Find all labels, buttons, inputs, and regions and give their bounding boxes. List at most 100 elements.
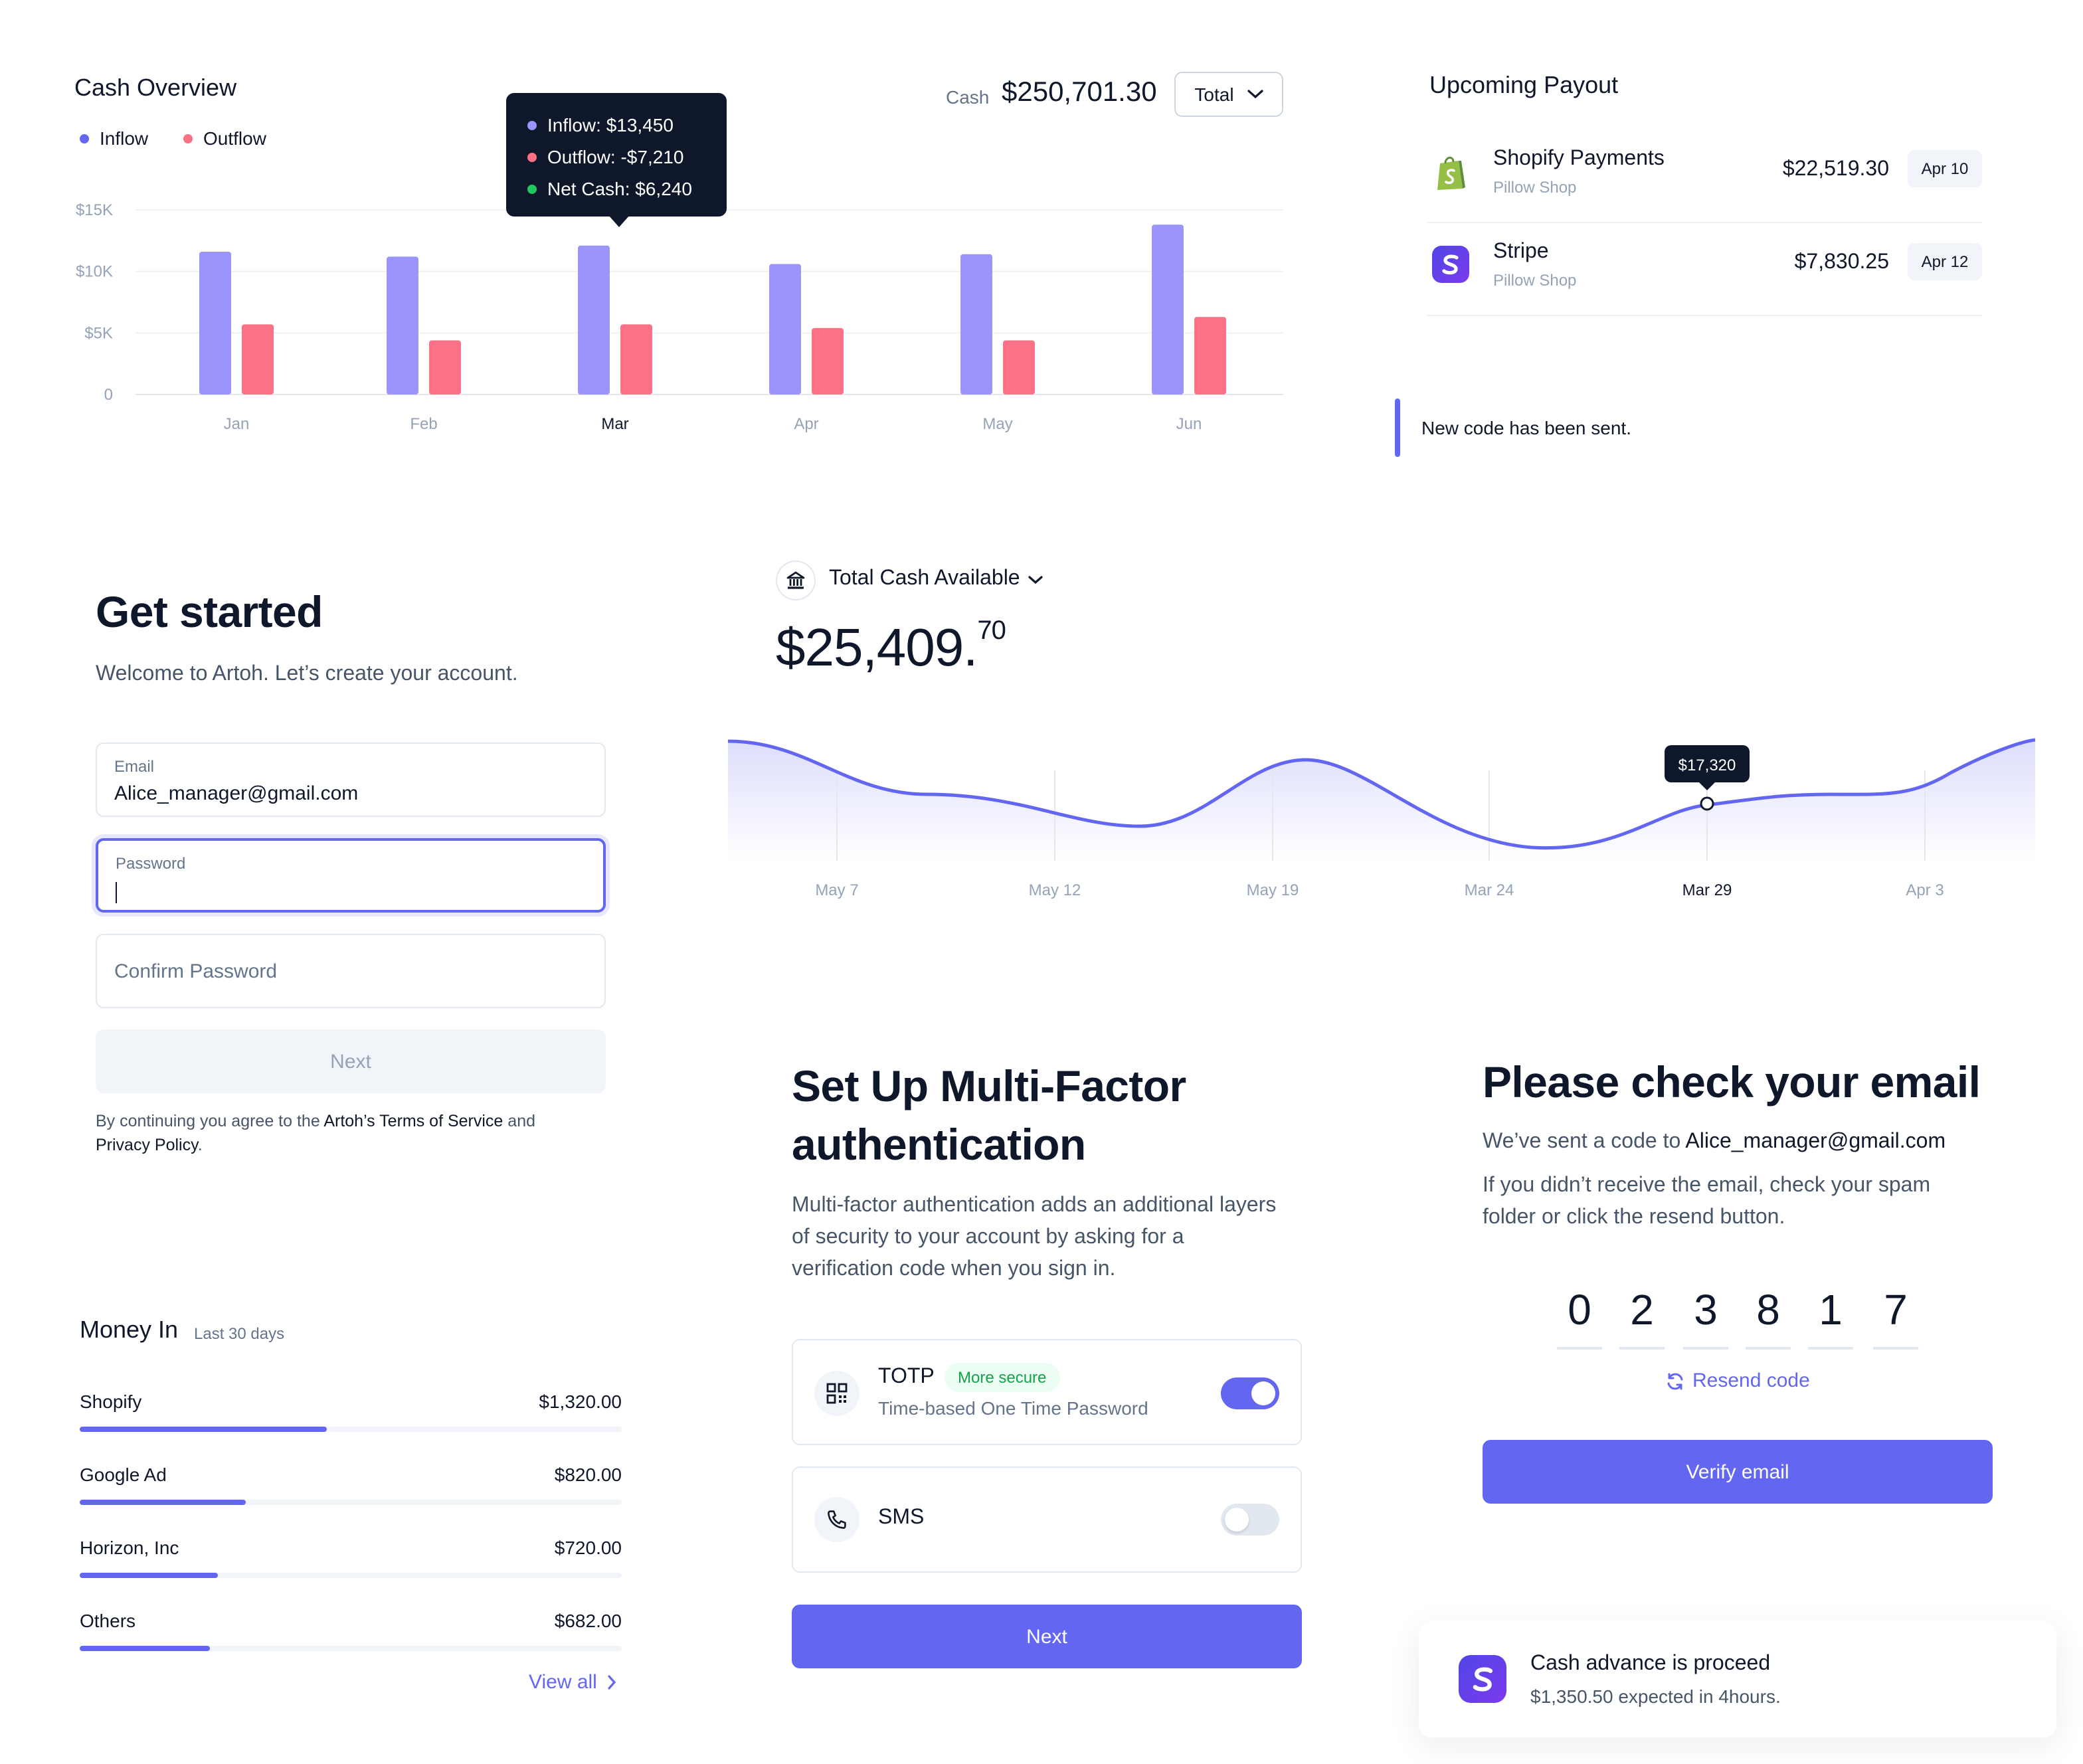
- x-tick-label: Jun: [1176, 415, 1202, 433]
- resend-code-label: Resend code: [1692, 1369, 1810, 1392]
- upcoming-payout-title: Upcoming Payout: [1429, 72, 1619, 98]
- next-button-disabled[interactable]: Next: [96, 1029, 606, 1093]
- x-tick-label: Apr: [794, 415, 818, 433]
- get-started-title: Get started: [96, 587, 323, 636]
- x-tick-label: Mar: [601, 415, 628, 433]
- payout-date-badge: Apr 10: [1908, 150, 1982, 187]
- outflow-bar: [620, 324, 652, 395]
- check-email-title: Please check your email: [1483, 1057, 1981, 1106]
- mfa-title: Set Up Multi-Factor authentication: [792, 1061, 1186, 1169]
- total-cash-main: $25,409.: [776, 619, 978, 677]
- inflow-bar: [199, 252, 231, 395]
- bank-icon: [776, 561, 816, 600]
- privacy-link[interactable]: Privacy Policy: [96, 1136, 198, 1154]
- totp-name: TOTP: [878, 1366, 935, 1388]
- otp-digit-1[interactable]: 0: [1557, 1286, 1602, 1350]
- password-label: Password: [116, 854, 186, 873]
- money-in-source: Horizon, Inc: [80, 1537, 179, 1558]
- money-in-row: Shopify $1,320.00: [80, 1391, 622, 1444]
- chevron-right-icon: [608, 1675, 616, 1690]
- money-in-row: Others $682.00: [80, 1610, 622, 1663]
- inflow-bar: [960, 254, 992, 395]
- money-in-range: Last 30 days: [194, 1324, 285, 1343]
- y-tick-label: $15K: [76, 201, 113, 219]
- money-in-source: Google Ad: [80, 1464, 167, 1485]
- outflow-bar: [1003, 340, 1035, 395]
- verify-email-button[interactable]: Verify email: [1483, 1440, 1993, 1504]
- x-tick-label: May 19: [1247, 881, 1299, 899]
- otp-digit-3[interactable]: 3: [1683, 1286, 1728, 1350]
- x-tick-label: May 12: [1029, 881, 1081, 899]
- shopify-icon: [1432, 153, 1469, 190]
- x-tick-label: Jan: [224, 415, 250, 433]
- payout-row-stripe[interactable]: Stripe Pillow Shop $7,830.25 Apr 12: [1427, 222, 1982, 316]
- money-in-row: Google Ad $820.00: [80, 1464, 622, 1517]
- sent-code-email: Alice_manager@gmail.com: [1685, 1130, 1946, 1153]
- money-in-amount: $1,320.00: [539, 1391, 622, 1412]
- money-in-amount: $720.00: [554, 1537, 622, 1558]
- terms-prefix: By continuing you agree to the: [96, 1112, 324, 1130]
- money-in-bar: [80, 1500, 246, 1505]
- total-select[interactable]: Total: [1174, 72, 1283, 117]
- confirm-password-placeholder: Confirm Password: [114, 960, 278, 983]
- totp-toggle[interactable]: [1221, 1377, 1279, 1409]
- chevron-down-icon: [1247, 90, 1263, 99]
- total-cash-cents: 70: [977, 616, 1006, 646]
- tooltip-net: Net Cash: $6,240: [547, 178, 692, 199]
- cash-overview-title: Cash Overview: [74, 74, 237, 101]
- highlight-point: [1700, 796, 1714, 811]
- area-tooltip: [1665, 745, 1750, 782]
- payout-row-shopify[interactable]: Shopify Payments Pillow Shop $22,519.30 …: [1427, 129, 1982, 223]
- terms-text: By continuing you agree to the Artoh’s T…: [96, 1109, 606, 1157]
- password-field[interactable]: Password: [96, 838, 606, 913]
- otp-digit-5[interactable]: 1: [1808, 1286, 1853, 1350]
- terms-suffix: .: [197, 1136, 203, 1154]
- otp-digit-2[interactable]: 2: [1619, 1286, 1665, 1350]
- inflow-bar: [1152, 224, 1184, 395]
- x-tick-label: Feb: [410, 415, 437, 433]
- terms-and: and: [503, 1112, 536, 1130]
- total-cash-dropdown[interactable]: Total Cash Available: [829, 567, 1043, 591]
- resend-code-link[interactable]: Resend code: [1666, 1369, 1810, 1392]
- view-all-label: View all: [529, 1671, 597, 1694]
- y-tick-label: 0: [104, 386, 113, 404]
- total-cash-area-chart: $17,320 May 7 May 12 May 19 Mar 24 Mar 29 Apr …: [728, 738, 2035, 899]
- payout-name: Shopify Payments: [1493, 147, 1665, 170]
- legend-outflow-label: Outflow: [203, 128, 266, 149]
- toggle-knob: [1251, 1381, 1275, 1405]
- y-tick-label: $5K: [84, 324, 113, 342]
- legend-inflow-label: Inflow: [100, 128, 149, 149]
- chart-tooltip: Inflow: $13,450 Outflow: -$7,210 Net Cas…: [506, 93, 727, 217]
- sms-option-card[interactable]: SMS: [792, 1466, 1302, 1573]
- inflow-bar: [769, 264, 801, 395]
- money-in-bar: [80, 1646, 210, 1651]
- email-field[interactable]: Email Alice_manager@gmail.com: [96, 743, 606, 817]
- legend-outflow: Outflow: [183, 128, 266, 149]
- otp-digit-4[interactable]: 8: [1746, 1286, 1791, 1350]
- payout-sub: Pillow Shop: [1493, 271, 1577, 290]
- notice-text: New code has been sent.: [1421, 417, 1631, 438]
- sms-toggle[interactable]: [1221, 1504, 1279, 1536]
- payout-name: Stripe: [1493, 240, 1549, 263]
- x-tick-label: Mar 29: [1682, 881, 1732, 899]
- sms-name: SMS: [878, 1506, 925, 1529]
- toast-subtitle: $1,350.50 expected in 4hours.: [1530, 1686, 1781, 1707]
- outflow-dot-icon: [527, 152, 537, 161]
- stripe-icon: [1432, 246, 1469, 283]
- terms-link[interactable]: Artoh’s Terms of Service: [323, 1112, 503, 1130]
- tooltip-inflow: Inflow: $13,450: [547, 114, 674, 135]
- totp-option-card[interactable]: TOTP More secure Time-based One Time Pas…: [792, 1339, 1302, 1445]
- mfa-next-button[interactable]: Next: [792, 1605, 1302, 1668]
- payout-amount: $7,830.25: [1794, 251, 1889, 274]
- confirm-password-field[interactable]: Confirm Password: [96, 934, 606, 1008]
- area-tooltip-caret: [1699, 782, 1715, 790]
- view-all-link[interactable]: View all: [529, 1671, 617, 1694]
- inflow-bar: [578, 245, 610, 395]
- payout-date-badge: Apr 12: [1908, 243, 1982, 280]
- refresh-icon: [1667, 1372, 1683, 1389]
- otp-digit-6[interactable]: 7: [1873, 1286, 1918, 1350]
- get-started-subtitle: Welcome to Artoh. Let’s create your acco…: [96, 663, 518, 685]
- tooltip-caret: [608, 215, 630, 227]
- cash-bar-chart: $15K $10K $5K 0 Jan Feb Mar Apr May Jun: [76, 201, 1283, 433]
- tooltip-net-row: Net Cash: $6,240: [527, 173, 705, 205]
